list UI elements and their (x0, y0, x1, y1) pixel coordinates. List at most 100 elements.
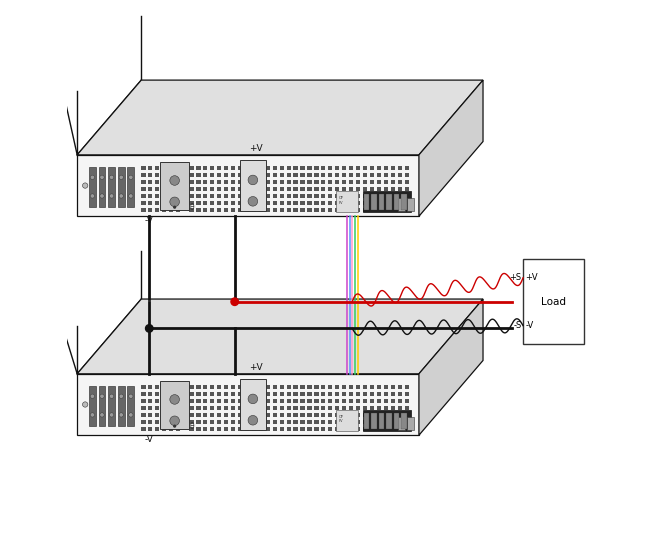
Bar (300, 180, 305, 184)
Bar (217, 427, 221, 431)
Bar (238, 413, 242, 417)
Bar (300, 399, 305, 403)
Bar (391, 194, 395, 198)
Bar (384, 406, 388, 410)
Text: OP
PV: OP PV (339, 196, 344, 205)
Bar (321, 420, 325, 424)
Bar (398, 187, 402, 191)
Circle shape (170, 197, 179, 207)
Bar (148, 413, 153, 417)
Bar (169, 166, 173, 170)
Bar (231, 399, 235, 403)
Bar (279, 392, 284, 396)
Bar (217, 166, 221, 170)
Bar (118, 167, 125, 207)
Bar (404, 194, 409, 198)
Bar (203, 385, 207, 389)
Circle shape (83, 402, 88, 407)
Bar (356, 420, 360, 424)
Bar (231, 392, 235, 396)
Bar (155, 392, 159, 396)
Bar (370, 201, 374, 205)
Bar (363, 191, 411, 212)
Bar (196, 385, 201, 389)
Bar (335, 406, 340, 410)
Bar (300, 208, 305, 212)
Bar (300, 385, 305, 389)
Bar (245, 187, 249, 191)
Bar (300, 201, 305, 205)
Circle shape (90, 175, 95, 179)
Text: -V: -V (525, 321, 534, 330)
Bar (307, 413, 311, 417)
Bar (391, 208, 395, 212)
Bar (203, 420, 207, 424)
Bar (377, 399, 381, 403)
Bar (245, 427, 249, 431)
Bar (141, 201, 145, 205)
Bar (335, 180, 340, 184)
Bar (300, 406, 305, 410)
Bar (162, 392, 166, 396)
Bar (328, 392, 332, 396)
Bar (273, 201, 277, 205)
Bar (349, 201, 354, 205)
Bar (259, 385, 263, 389)
Bar (169, 201, 173, 205)
Bar (196, 201, 201, 205)
Bar (273, 173, 277, 177)
Bar (321, 194, 325, 198)
Bar (148, 194, 153, 198)
Bar (370, 194, 374, 198)
Bar (363, 399, 367, 403)
Bar (370, 427, 374, 431)
Bar (363, 187, 367, 191)
Bar (335, 208, 340, 212)
Bar (273, 392, 277, 396)
Bar (245, 208, 249, 212)
Bar (176, 399, 180, 403)
Bar (321, 392, 325, 396)
Bar (287, 413, 291, 417)
Bar (279, 166, 284, 170)
Bar (169, 420, 173, 424)
Bar (293, 427, 297, 431)
Bar (162, 427, 166, 431)
Bar (363, 385, 367, 389)
Bar (245, 194, 249, 198)
Bar (217, 208, 221, 212)
Bar (141, 392, 145, 396)
Bar (279, 201, 284, 205)
Bar (404, 166, 409, 170)
Bar (307, 201, 311, 205)
Text: -S: -S (513, 321, 522, 330)
Bar (148, 392, 153, 396)
Bar (231, 208, 235, 212)
Bar (196, 187, 201, 191)
Bar (203, 187, 207, 191)
Bar (377, 201, 381, 205)
Bar (398, 427, 402, 431)
Bar (279, 180, 284, 184)
Bar (342, 385, 346, 389)
Circle shape (100, 194, 104, 198)
Bar (363, 406, 367, 410)
Bar (300, 392, 305, 396)
Bar (210, 166, 214, 170)
Bar (99, 167, 105, 207)
Bar (314, 201, 319, 205)
Bar (203, 173, 207, 177)
Bar (398, 417, 404, 430)
Bar (342, 194, 346, 198)
Bar (155, 173, 159, 177)
Circle shape (170, 416, 179, 426)
Bar (252, 406, 256, 410)
Bar (148, 166, 153, 170)
Bar (203, 194, 207, 198)
Bar (391, 173, 395, 177)
Bar (259, 166, 263, 170)
Bar (189, 399, 193, 403)
Bar (377, 180, 381, 184)
Bar (176, 413, 180, 417)
Circle shape (90, 413, 95, 417)
